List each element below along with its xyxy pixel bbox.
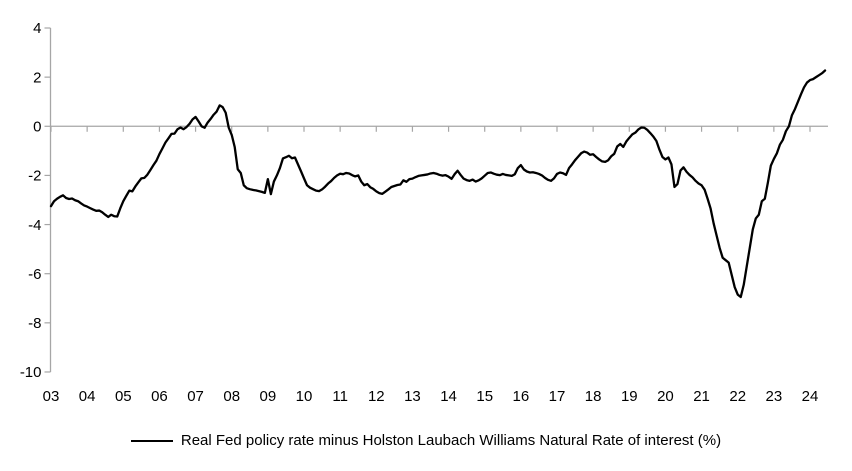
y-tick-label: -10 (20, 364, 42, 381)
series-line (49, 69, 827, 299)
x-tick-label: 11 (332, 388, 348, 405)
x-tick-label: 16 (513, 388, 530, 405)
x-tick-label: 23 (766, 388, 783, 405)
x-tick-label: 14 (440, 388, 457, 405)
x-tick-label: 03 (43, 388, 60, 405)
plot-svg: 03 04 05 06 07 08 09 10 11 12 13 14 15 16 17 18 19 20 21 22… (20, 20, 828, 405)
x-tick-label: 04 (79, 388, 96, 405)
y-tick-label: 4 (33, 20, 41, 37)
x-tick-label: 24 (802, 388, 819, 405)
x-tick-label: 10 (296, 388, 313, 405)
legend: Real Fed policy rate minus Holston Lauba… (0, 432, 852, 449)
y-tick-label: 2 (33, 69, 41, 86)
x-tick-label: 09 (260, 388, 277, 405)
x-tick-label: 19 (621, 388, 638, 405)
y-tick-label: -2 (28, 168, 41, 185)
y-tick-label: 0 (33, 118, 41, 135)
x-tick-label: 17 (549, 388, 566, 405)
x-tick-label: 21 (693, 388, 710, 405)
y-tick-label: -6 (28, 266, 41, 283)
y-tick-label: -4 (28, 217, 41, 234)
legend-line-swatch (130, 439, 173, 442)
legend-label: Real Fed policy rate minus Holston Lauba… (180, 432, 722, 449)
x-tick-label: 07 (187, 388, 204, 405)
x-tick-label: 15 (476, 388, 493, 405)
x-tick-label: 05 (115, 388, 132, 405)
x-tick-label: 06 (151, 388, 168, 405)
x-tick-label: 20 (657, 388, 674, 405)
x-tick-label: 13 (404, 388, 421, 405)
x-tick-label: 12 (368, 388, 385, 405)
x-tick-label: 08 (223, 388, 240, 405)
y-tick-label: -8 (28, 315, 41, 332)
x-tick-label: 22 (729, 388, 746, 405)
x-tick-label: 18 (585, 388, 602, 405)
